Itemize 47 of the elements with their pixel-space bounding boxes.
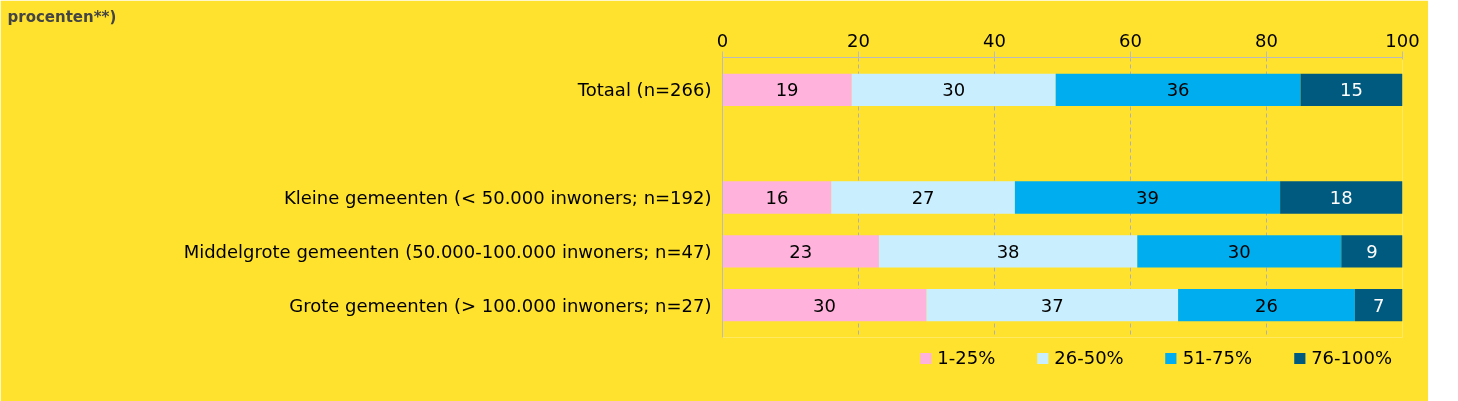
data-label: 30 [813, 294, 836, 316]
bar [722, 235, 879, 268]
x-tick-label: 40 [983, 29, 1006, 51]
data-label: 19 [775, 79, 799, 101]
bar [1300, 73, 1403, 106]
data-label: 23 [789, 240, 813, 262]
x-tick-label: 100 [1385, 29, 1420, 51]
x-tick-label: 20 [847, 29, 870, 51]
legend-label: 1-25% [937, 347, 996, 368]
legend-label: 26-50% [1054, 347, 1124, 368]
legend-label: 76-100% [1311, 347, 1392, 368]
bar [1014, 181, 1281, 214]
bar [722, 73, 852, 106]
bar [1354, 289, 1403, 322]
bar [878, 235, 1138, 268]
legend-label: 51-75% [1182, 347, 1253, 368]
text: procenten**) [7, 7, 117, 26]
bar [926, 289, 1179, 322]
data-label: 16 [765, 187, 789, 208]
bar [1178, 289, 1355, 322]
data-label: 37 [1040, 294, 1064, 316]
bar [1341, 235, 1403, 268]
bar [1055, 73, 1301, 106]
y-tick-label: Middelgrote gemeenten (50.000-100.000 inwoners; n=47) [183, 240, 712, 262]
bar [1280, 181, 1403, 214]
data-label: 27 [911, 187, 935, 208]
bar [831, 181, 1015, 214]
data-label: 7 [1372, 294, 1385, 316]
bar [722, 181, 832, 214]
y-tick-label: Totaal (n=266) [576, 79, 712, 101]
data-label: 30 [1227, 240, 1251, 262]
bar [851, 73, 1056, 106]
bar [722, 289, 927, 322]
data-label: 15 [1340, 79, 1363, 101]
x-tick-label: 0 [716, 29, 729, 51]
y-tick-label: Kleine gemeenten (< 50.000 inwoners; n=192) [283, 187, 712, 208]
x-tick-label: 60 [1119, 29, 1142, 51]
data-label: 30 [942, 79, 966, 101]
data-label: 9 [1366, 240, 1378, 262]
data-label: 38 [996, 240, 1020, 262]
y-tick-label: Grote gemeenten (> 100.000 inwoners; n=27) [289, 294, 712, 316]
x-tick-label: 80 [1255, 29, 1278, 51]
data-label: 26 [1255, 294, 1278, 316]
data-label: 39 [1136, 187, 1159, 208]
data-label: 36 [1166, 79, 1190, 101]
data-label: 18 [1329, 187, 1353, 208]
bar [1137, 235, 1342, 268]
